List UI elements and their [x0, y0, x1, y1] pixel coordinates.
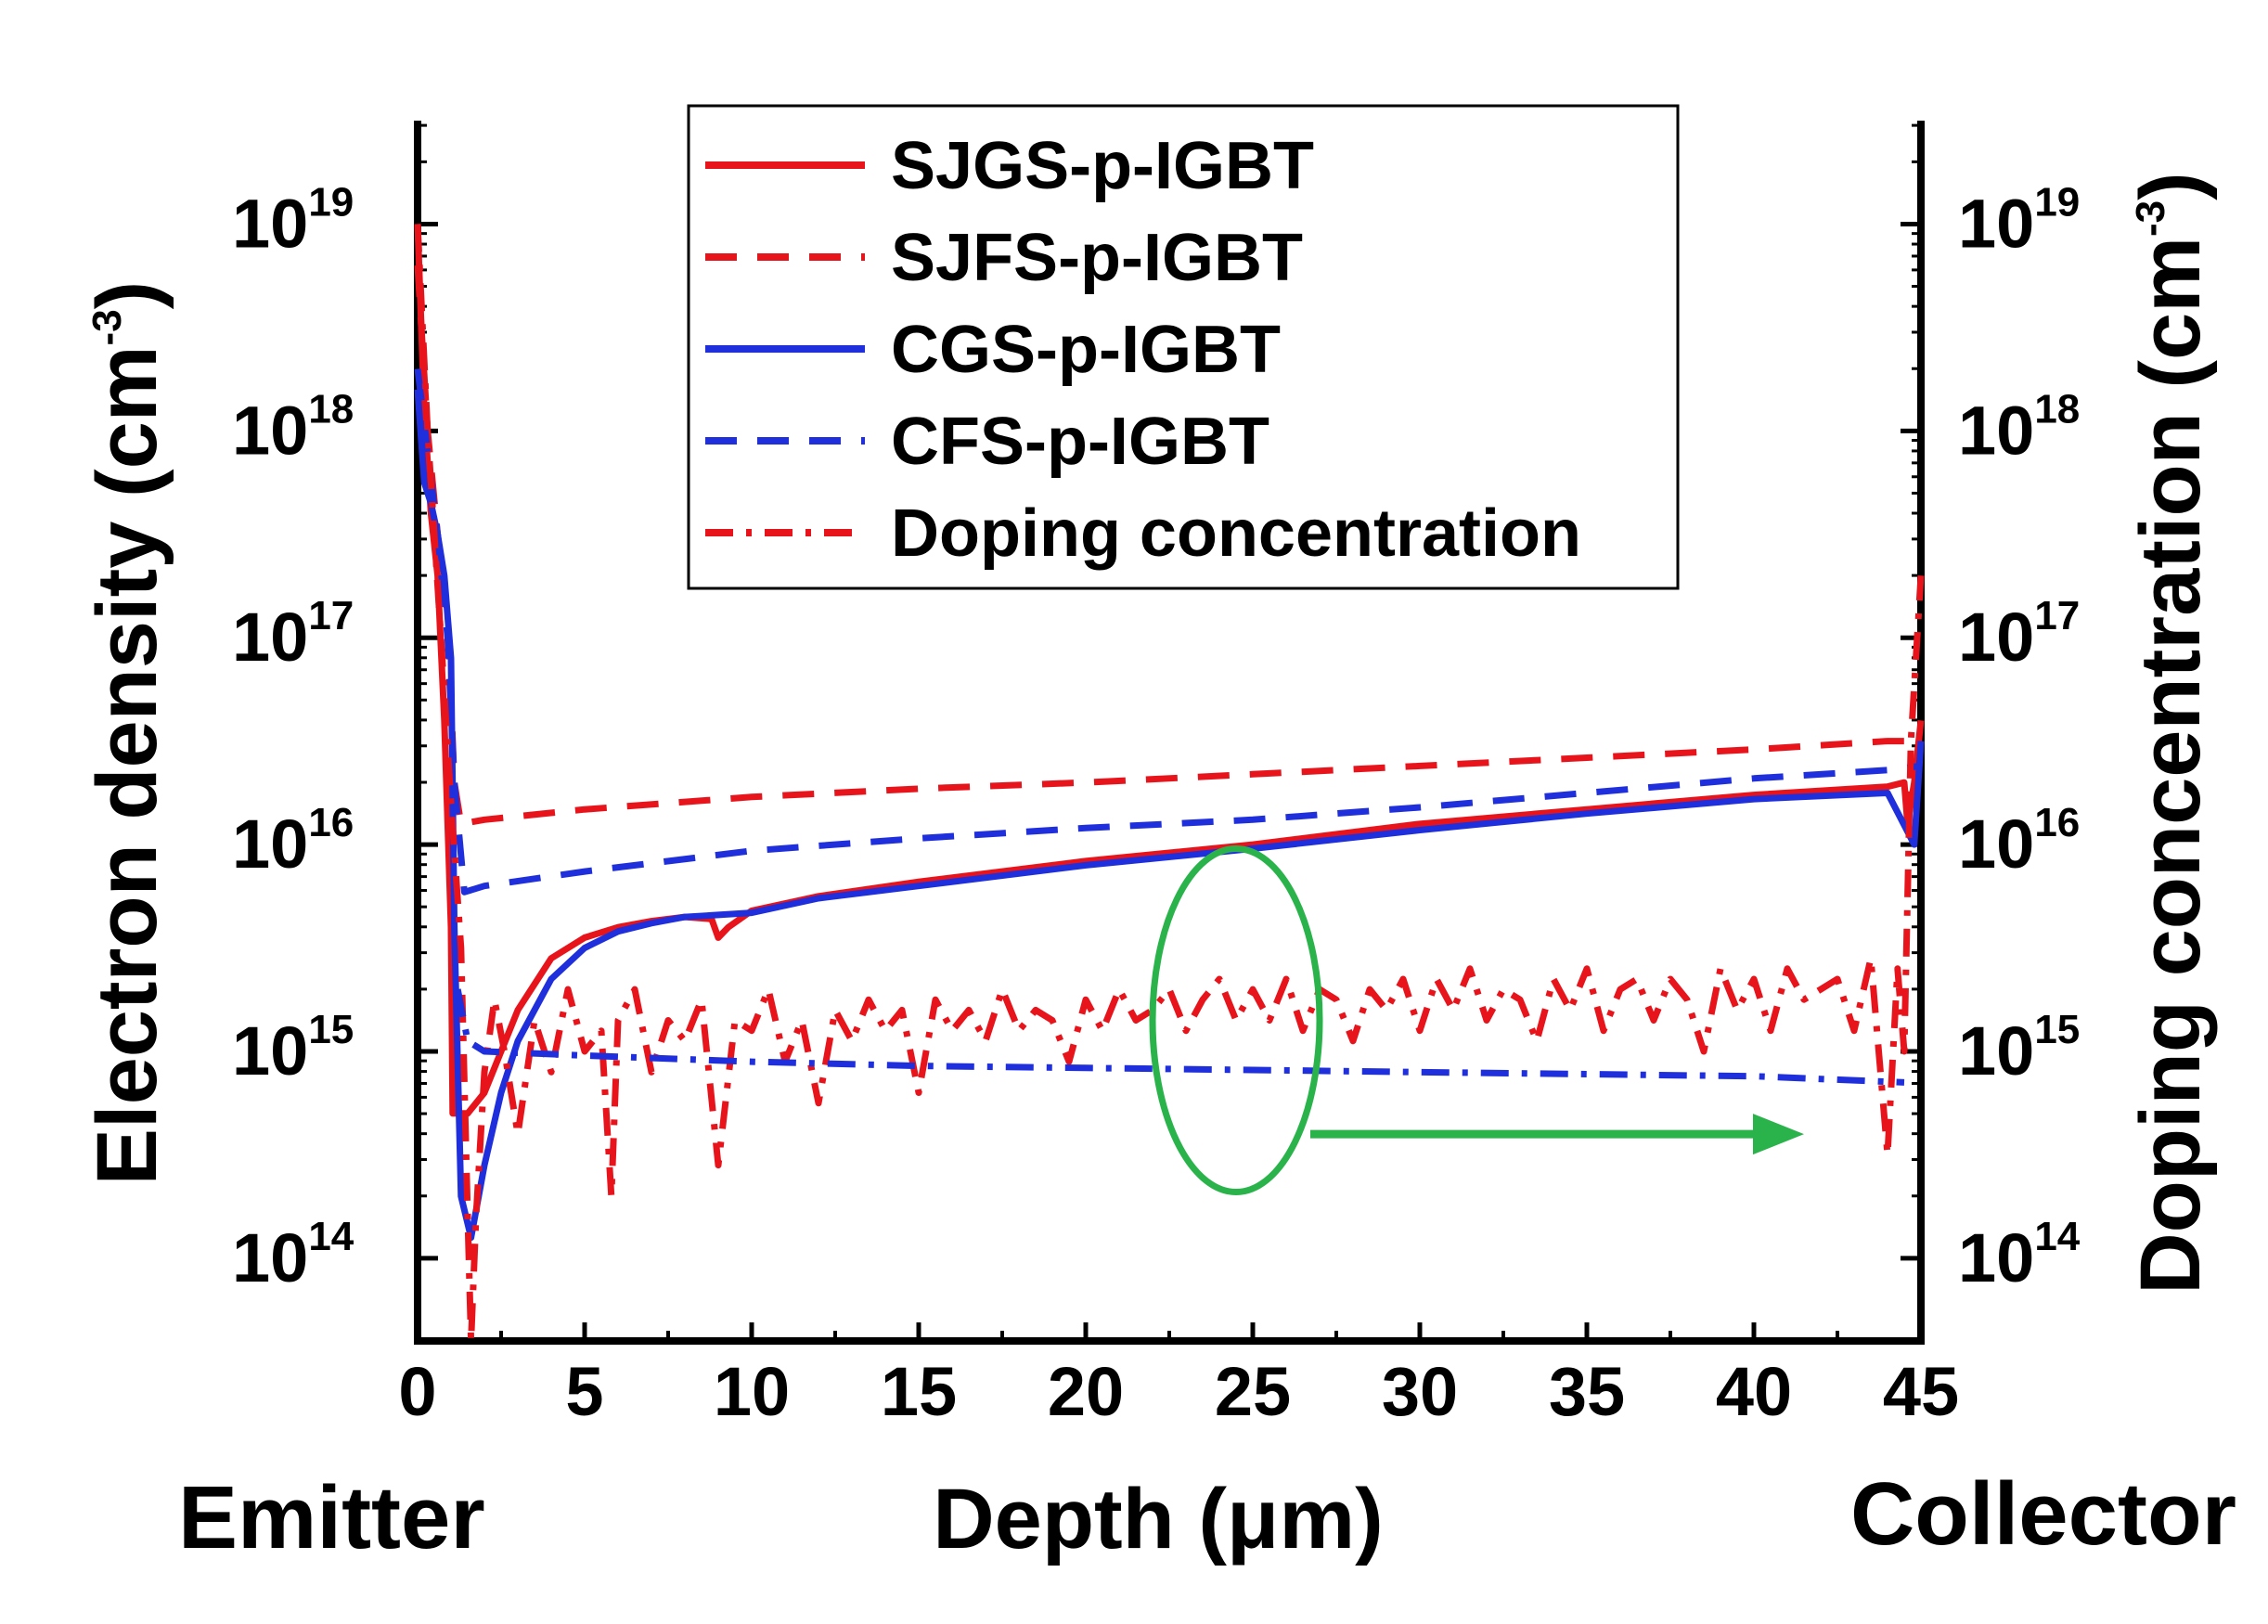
annotation-arrowhead: [1753, 1114, 1804, 1155]
x-tick-label: 45: [1883, 1353, 1959, 1430]
x-tick-label: 30: [1382, 1353, 1458, 1430]
x-tick-label: 35: [1549, 1353, 1625, 1430]
x-tick-label: 10: [714, 1353, 790, 1430]
legend-label: SJGS-p-IGBT: [891, 129, 1314, 203]
annotation: [1149, 845, 1804, 1196]
series-line-cfs-p-igbt: [414, 368, 1922, 896]
y-tick-label-right: 1014: [1958, 1214, 2081, 1296]
y-tick-label-right: 1015: [1958, 1007, 2080, 1089]
x-endpoint-left-label: Emitter: [178, 1468, 485, 1567]
x-tick-label: 20: [1048, 1353, 1124, 1430]
y-tick-label-left: 1019: [232, 179, 354, 262]
y-axis-title-right-close: ): [2123, 172, 2218, 200]
legend-label: SJFS-p-IGBT: [891, 221, 1303, 295]
y-axis-title-left: Electron density (cm-3): [80, 281, 174, 1186]
y-tick-label-right: 1018: [1958, 386, 2080, 469]
x-endpoint-right-label: Collector: [1850, 1464, 2236, 1564]
y-tick-label-left: 1018: [232, 386, 354, 469]
legend-label: CFS-p-IGBT: [891, 405, 1269, 479]
y-ticks: 1014 1014 1015 1015 1016 1016 1017 1017 1018 1018…: [232, 123, 2081, 1296]
y-tick-label-right: 1017: [1958, 593, 2080, 676]
y-axis-title-left-close: ): [80, 281, 174, 310]
y-tick-label-left: 1015: [232, 1007, 354, 1089]
x-tick-label: 25: [1215, 1353, 1291, 1430]
series-group: [414, 224, 1925, 1345]
x-tick-label: 40: [1716, 1353, 1792, 1430]
x-tick-label: 0: [398, 1353, 436, 1430]
series-line-doping-right-axis: [454, 988, 1905, 1086]
y-axis-title-right-exp: -3: [2128, 200, 2173, 237]
legend: SJGS-p-IGBT SJFS-p-IGBT CGS-p-IGBT CFS-p-IG…: [687, 104, 1680, 590]
y-tick-label-right: 1019: [1958, 179, 2080, 262]
x-axis-title: Depth (μm): [933, 1472, 1384, 1566]
x-ticks: 0 5 10 15 20 25 30 35 40 45: [398, 1322, 1959, 1430]
y-axis-title-left-text: Electron density (cm: [80, 345, 174, 1185]
annotation-ellipse: [1149, 845, 1323, 1196]
x-tick-label: 15: [881, 1353, 957, 1430]
series-line-doping-concentration: [414, 224, 1925, 1345]
y-tick-label-left: 1016: [232, 800, 354, 883]
x-tick-label: 5: [565, 1353, 603, 1430]
y-axis-title-right: Doping concentration (cm-3): [2123, 172, 2218, 1295]
y-tick-label-left: 1014: [232, 1214, 354, 1296]
y-tick-label-left: 1017: [232, 593, 354, 676]
legend-label: CGS-p-IGBT: [891, 313, 1281, 387]
y-axis-title-left-exp: -3: [84, 309, 130, 345]
y-tick-label-right: 1016: [1958, 800, 2080, 883]
y-axis-title-right-text: Doping concentration (cm: [2123, 237, 2218, 1295]
legend-label: Doping concentration: [891, 496, 1581, 571]
